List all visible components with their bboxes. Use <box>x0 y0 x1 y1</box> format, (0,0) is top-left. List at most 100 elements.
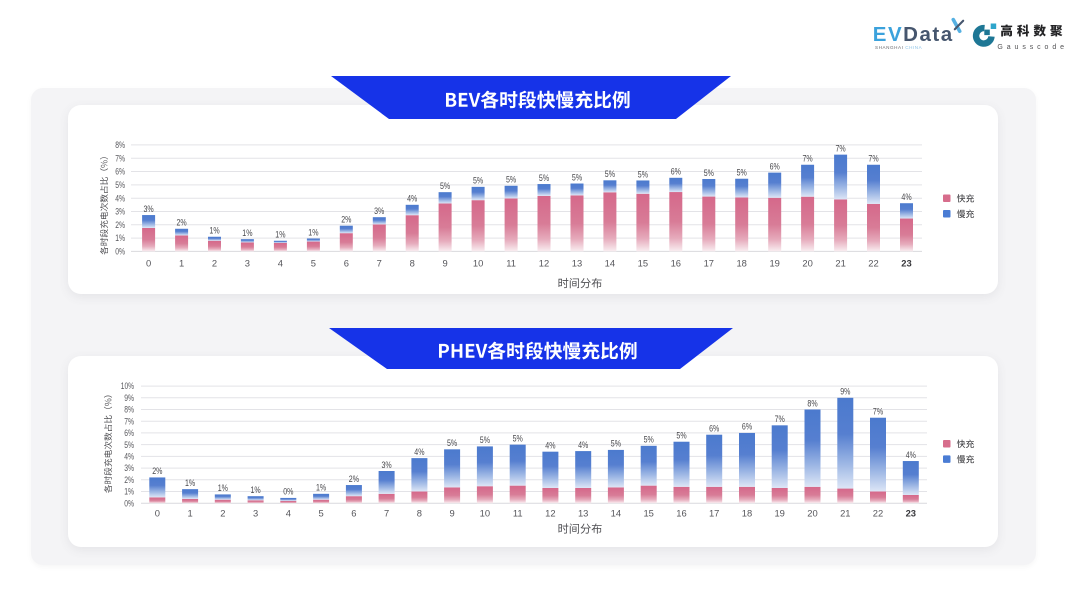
svg-text:7: 7 <box>384 508 389 519</box>
svg-text:5: 5 <box>318 508 323 519</box>
svg-text:16: 16 <box>676 508 686 519</box>
svg-text:7%: 7% <box>124 416 134 426</box>
svg-text:1%: 1% <box>242 228 253 239</box>
svg-text:SHANGHAI CHINA: SHANGHAI CHINA <box>875 45 923 50</box>
svg-text:5%: 5% <box>440 181 451 192</box>
svg-text:15: 15 <box>638 257 648 268</box>
svg-text:12: 12 <box>539 257 549 268</box>
svg-text:6%: 6% <box>709 424 720 435</box>
svg-text:19: 19 <box>774 508 784 519</box>
svg-text:9: 9 <box>449 508 454 519</box>
svg-text:10: 10 <box>480 508 490 519</box>
svg-text:7%: 7% <box>836 143 847 154</box>
svg-text:2%: 2% <box>341 215 352 226</box>
svg-text:6%: 6% <box>742 422 753 433</box>
svg-text:19: 19 <box>769 257 779 268</box>
svg-text:5%: 5% <box>737 168 748 179</box>
svg-text:1%: 1% <box>209 226 220 237</box>
svg-text:23: 23 <box>901 257 911 268</box>
svg-text:5%: 5% <box>704 168 715 179</box>
svg-text:18: 18 <box>736 257 746 268</box>
svg-text:0%: 0% <box>283 487 294 498</box>
svg-text:14: 14 <box>611 508 621 519</box>
svg-text:10: 10 <box>473 257 483 268</box>
svg-text:1%: 1% <box>275 230 286 241</box>
svg-text:0: 0 <box>146 257 151 268</box>
svg-text:6: 6 <box>351 508 356 519</box>
svg-text:6%: 6% <box>115 167 125 177</box>
svg-text:3%: 3% <box>124 463 134 473</box>
svg-text:17: 17 <box>709 508 719 519</box>
svg-text:10%: 10% <box>121 381 134 391</box>
svg-text:6%: 6% <box>671 167 682 178</box>
svg-text:5%: 5% <box>513 433 524 444</box>
svg-text:5%: 5% <box>124 440 134 450</box>
svg-text:0%: 0% <box>115 247 125 257</box>
svg-text:4: 4 <box>278 257 283 268</box>
svg-text:4%: 4% <box>578 440 589 451</box>
svg-text:5%: 5% <box>480 435 491 446</box>
svg-text:4%: 4% <box>901 192 912 203</box>
svg-text:8%: 8% <box>807 398 818 409</box>
svg-text:7%: 7% <box>803 154 814 165</box>
svg-text:4%: 4% <box>115 193 125 203</box>
svg-text:12: 12 <box>545 508 555 519</box>
svg-text:1: 1 <box>187 508 192 519</box>
svg-text:4%: 4% <box>906 450 917 461</box>
svg-text:7%: 7% <box>868 154 879 165</box>
svg-text:6: 6 <box>344 257 349 268</box>
svg-text:5%: 5% <box>638 169 649 180</box>
svg-text:5%: 5% <box>506 175 517 186</box>
svg-text:8%: 8% <box>124 405 134 415</box>
svg-text:17: 17 <box>704 257 714 268</box>
svg-text:2%: 2% <box>152 466 163 477</box>
svg-text:1%: 1% <box>124 487 134 497</box>
svg-text:3%: 3% <box>374 206 385 217</box>
svg-text:0%: 0% <box>124 498 134 508</box>
svg-text:22: 22 <box>873 508 883 519</box>
svg-text:20: 20 <box>807 508 817 519</box>
svg-text:18: 18 <box>742 508 752 519</box>
svg-text:4%: 4% <box>545 441 556 452</box>
svg-text:1%: 1% <box>251 485 262 496</box>
svg-text:22: 22 <box>868 257 878 268</box>
svg-text:15: 15 <box>643 508 653 519</box>
svg-text:6%: 6% <box>770 161 781 172</box>
svg-text:16: 16 <box>671 257 681 268</box>
svg-text:21: 21 <box>835 257 845 268</box>
svg-text:5%: 5% <box>644 435 655 446</box>
svg-text:1%: 1% <box>115 233 125 243</box>
svg-text:7: 7 <box>377 257 382 268</box>
svg-text:20: 20 <box>802 257 812 268</box>
svg-text:2%: 2% <box>124 475 134 485</box>
svg-text:6%: 6% <box>124 428 134 438</box>
svg-text:3: 3 <box>245 257 250 268</box>
svg-text:7%: 7% <box>775 414 786 425</box>
svg-text:0: 0 <box>155 508 160 519</box>
svg-text:Gausscode: Gausscode <box>997 44 1068 51</box>
svg-text:1%: 1% <box>316 483 327 494</box>
svg-text:9%: 9% <box>124 393 134 403</box>
svg-text:2%: 2% <box>349 474 360 485</box>
svg-text:21: 21 <box>840 508 850 519</box>
svg-text:EVData: EVData <box>873 23 954 46</box>
svg-text:1%: 1% <box>308 227 319 238</box>
svg-text:9%: 9% <box>840 387 851 398</box>
svg-text:5%: 5% <box>605 169 616 180</box>
svg-text:14: 14 <box>605 257 615 268</box>
svg-text:4%: 4% <box>407 194 418 205</box>
svg-text:2: 2 <box>220 508 225 519</box>
svg-text:11: 11 <box>506 257 516 268</box>
svg-text:8%: 8% <box>115 140 125 150</box>
svg-text:8: 8 <box>417 508 422 519</box>
svg-text:5%: 5% <box>473 176 484 187</box>
svg-text:2: 2 <box>212 257 217 268</box>
svg-text:5: 5 <box>311 257 316 268</box>
svg-text:7%: 7% <box>115 153 125 163</box>
svg-text:3%: 3% <box>144 204 155 215</box>
svg-text:5%: 5% <box>611 439 622 450</box>
svg-text:13: 13 <box>578 508 588 519</box>
svg-text:5%: 5% <box>539 173 550 184</box>
svg-text:13: 13 <box>572 257 582 268</box>
svg-text:3%: 3% <box>115 207 125 217</box>
